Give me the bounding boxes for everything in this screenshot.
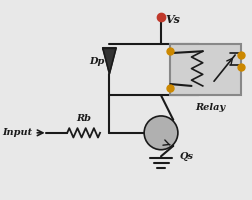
Text: Vs: Vs [166,14,181,25]
Text: Qs: Qs [180,152,194,161]
Text: Relay: Relay [195,103,225,112]
Text: Dp: Dp [89,57,104,66]
Text: Rb: Rb [76,114,91,123]
Text: Input: Input [2,128,33,137]
Circle shape [144,116,178,150]
FancyBboxPatch shape [170,44,241,95]
Polygon shape [103,48,116,74]
